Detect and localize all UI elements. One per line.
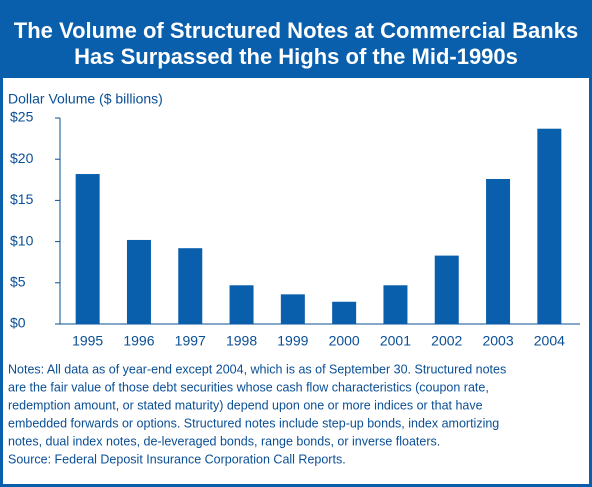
- x-tick-label: 2001: [380, 333, 411, 349]
- title-band: [0, 0, 592, 78]
- chart-title: The Volume of Structured Notes at Commer…: [14, 18, 578, 43]
- note-line: redemption amount, or stated maturity) d…: [8, 398, 483, 412]
- x-tick-label: 1995: [72, 333, 103, 349]
- y-tick-label: $25: [10, 109, 34, 125]
- bar: [126, 239, 151, 324]
- bar: [178, 248, 203, 324]
- y-tick-label: $0: [10, 315, 26, 331]
- bar: [332, 301, 357, 324]
- note-line: Notes: All data as of year-end except 20…: [8, 362, 506, 376]
- chart-title: Has Surpassed the Highs of the Mid-1990s: [74, 44, 518, 69]
- x-tick-label: 2003: [482, 333, 513, 349]
- bar: [434, 255, 459, 324]
- bar: [280, 294, 305, 324]
- y-tick-label: $10: [10, 232, 34, 248]
- y-tick-label: $5: [10, 274, 26, 290]
- x-tick-label: 1997: [175, 333, 206, 349]
- x-tick-label: 2000: [329, 333, 360, 349]
- note-line: notes, dual index notes, de-leveraged bo…: [8, 434, 440, 448]
- x-tick-label: 1998: [226, 333, 257, 349]
- note-line: embedded forwards or options. Structured…: [8, 416, 499, 430]
- note-line: are the fair value of those debt securit…: [8, 380, 489, 394]
- x-tick-label: 2002: [431, 333, 462, 349]
- y-tick-label: $15: [10, 191, 34, 207]
- bar: [537, 128, 562, 324]
- x-tick-label: 2004: [534, 333, 565, 349]
- bar: [486, 178, 511, 324]
- bar: [229, 285, 254, 324]
- y-axis-label: Dollar Volume ($ billions): [8, 91, 163, 107]
- note-line: Source: Federal Deposit Insurance Corpor…: [8, 452, 346, 466]
- bar: [75, 174, 100, 324]
- y-tick-label: $20: [10, 150, 34, 166]
- bar: [383, 285, 408, 324]
- x-tick-label: 1999: [277, 333, 308, 349]
- x-tick-label: 1996: [123, 333, 154, 349]
